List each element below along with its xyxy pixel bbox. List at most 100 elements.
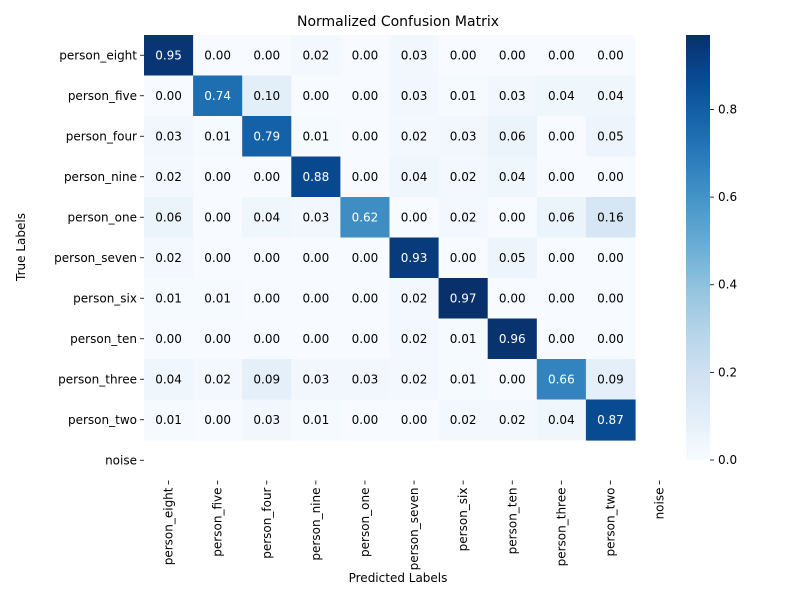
heatmap-cell [242,116,292,158]
heatmap-cell [536,237,587,279]
cell-value-label: 0.04 [548,89,575,103]
heatmap-cell [340,237,391,279]
heatmap-cell [536,197,587,239]
heatmap-cell [144,359,194,401]
cell-value-label: 0.02 [401,291,428,305]
cell-value-label: 0.00 [155,332,182,346]
cell-value-label: 0.09 [253,372,280,386]
x-tick-label: person_eight [162,487,176,565]
x-tick-label: person_seven [407,488,421,571]
cell-value-label: 0.04 [155,372,182,386]
cell-value-label: 0.02 [450,413,477,427]
heatmap-cell [193,197,243,239]
cell-value-label: 0.00 [597,291,624,305]
heatmap-cell [487,75,538,117]
cell-value-label: 0.00 [253,332,280,346]
heatmap-cell [487,399,538,441]
cell-value-label: 0.01 [155,413,182,427]
cell-value-label: 0.01 [302,413,329,427]
y-tick-label: person_three [58,372,137,386]
heatmap-cell [193,116,243,158]
cell-value-label: 0.00 [352,129,379,143]
colorbar-tick-label: 0.8 [718,102,737,116]
cell-value-label: 0.02 [401,372,428,386]
cell-value-label: 0.03 [352,372,379,386]
heatmap-cell [340,116,391,158]
heatmap-cell [438,35,489,77]
cell-value-label: 0.00 [597,251,624,265]
cell-value-label: 0.00 [302,291,329,305]
cell-value-label: 0.04 [253,210,280,224]
heatmap-cell [389,116,440,158]
heatmap-cell [438,75,489,117]
heatmap-cell [340,35,391,77]
heatmap-cell [536,278,587,320]
heatmap-cell [487,278,538,320]
cell-value-label: 0.00 [548,129,575,143]
cell-value-label: 0.97 [450,291,477,305]
x-tick-label: person_one [358,488,372,557]
heatmap-cell [340,399,391,441]
cell-value-label: 0.00 [352,251,379,265]
cell-value-label: 0.00 [204,413,231,427]
cell-value-label: 0.02 [401,332,428,346]
cell-value-label: 0.00 [352,413,379,427]
heatmap-cell [291,318,341,360]
cell-value-label: 0.04 [401,170,428,184]
y-tick-label: noise [105,453,137,467]
x-tick-label: noise [653,488,667,520]
cell-value-label: 0.00 [499,210,526,224]
cell-value-label: 0.93 [401,251,428,265]
heatmap-cell [585,237,636,279]
heatmap-cell [144,156,194,198]
cell-value-label: 0.05 [597,129,624,143]
cell-value-label: 0.01 [450,372,477,386]
heatmap-cell [536,156,587,198]
heatmap-cell [389,197,440,239]
cell-value-label: 0.06 [548,210,575,224]
colorbar-tick-label: 0.4 [718,278,737,292]
heatmap-cell [291,35,341,77]
y-tick-label: person_five [68,89,137,103]
heatmap-cell [242,197,292,239]
cell-value-label: 0.02 [450,210,477,224]
cell-value-label: 0.00 [204,210,231,224]
cell-value-label: 0.01 [155,291,182,305]
cell-value-label: 0.00 [548,332,575,346]
heatmap-cell [291,359,341,401]
cell-value-label: 0.16 [597,210,624,224]
heatmap-cell [438,156,489,198]
cell-value-label: 0.00 [597,170,624,184]
cell-value-label: 0.00 [499,48,526,62]
cell-value-label: 0.01 [204,291,231,305]
cell-value-label: 0.01 [302,129,329,143]
cell-value-label: 0.06 [499,129,526,143]
colorbar-gradient [686,35,710,460]
cell-value-label: 0.03 [253,413,280,427]
heatmap-cell [193,237,243,279]
heatmap-cell [340,156,391,198]
heatmap-cell [438,197,489,239]
cell-value-label: 0.00 [548,251,575,265]
heatmap-cell [291,197,341,239]
cell-value-label: 0.04 [597,89,624,103]
cell-value-label: 0.87 [597,413,624,427]
heatmap-cell [487,116,538,158]
cell-value-label: 0.00 [401,210,428,224]
cell-value-label: 0.03 [302,372,329,386]
cell-value-label: 0.00 [253,291,280,305]
x-tick-label: person_three [554,488,568,567]
x-axis: person_eight person_five person_four person… [162,480,667,571]
chart-title: Normalized Confusion Matrix [297,14,499,30]
heatmap-cell [144,197,194,239]
y-tick-label: person_four [66,129,137,143]
cell-value-label: 0.03 [401,89,428,103]
heatmap-cell [291,116,341,158]
cell-value-label: 0.01 [450,89,477,103]
cell-value-label: 0.03 [450,129,477,143]
heatmap-cell [585,399,636,441]
heatmap-cell [291,156,341,198]
heatmap-cell [585,75,636,117]
cell-value-label: 0.10 [253,89,280,103]
heatmap-cell [389,75,440,117]
